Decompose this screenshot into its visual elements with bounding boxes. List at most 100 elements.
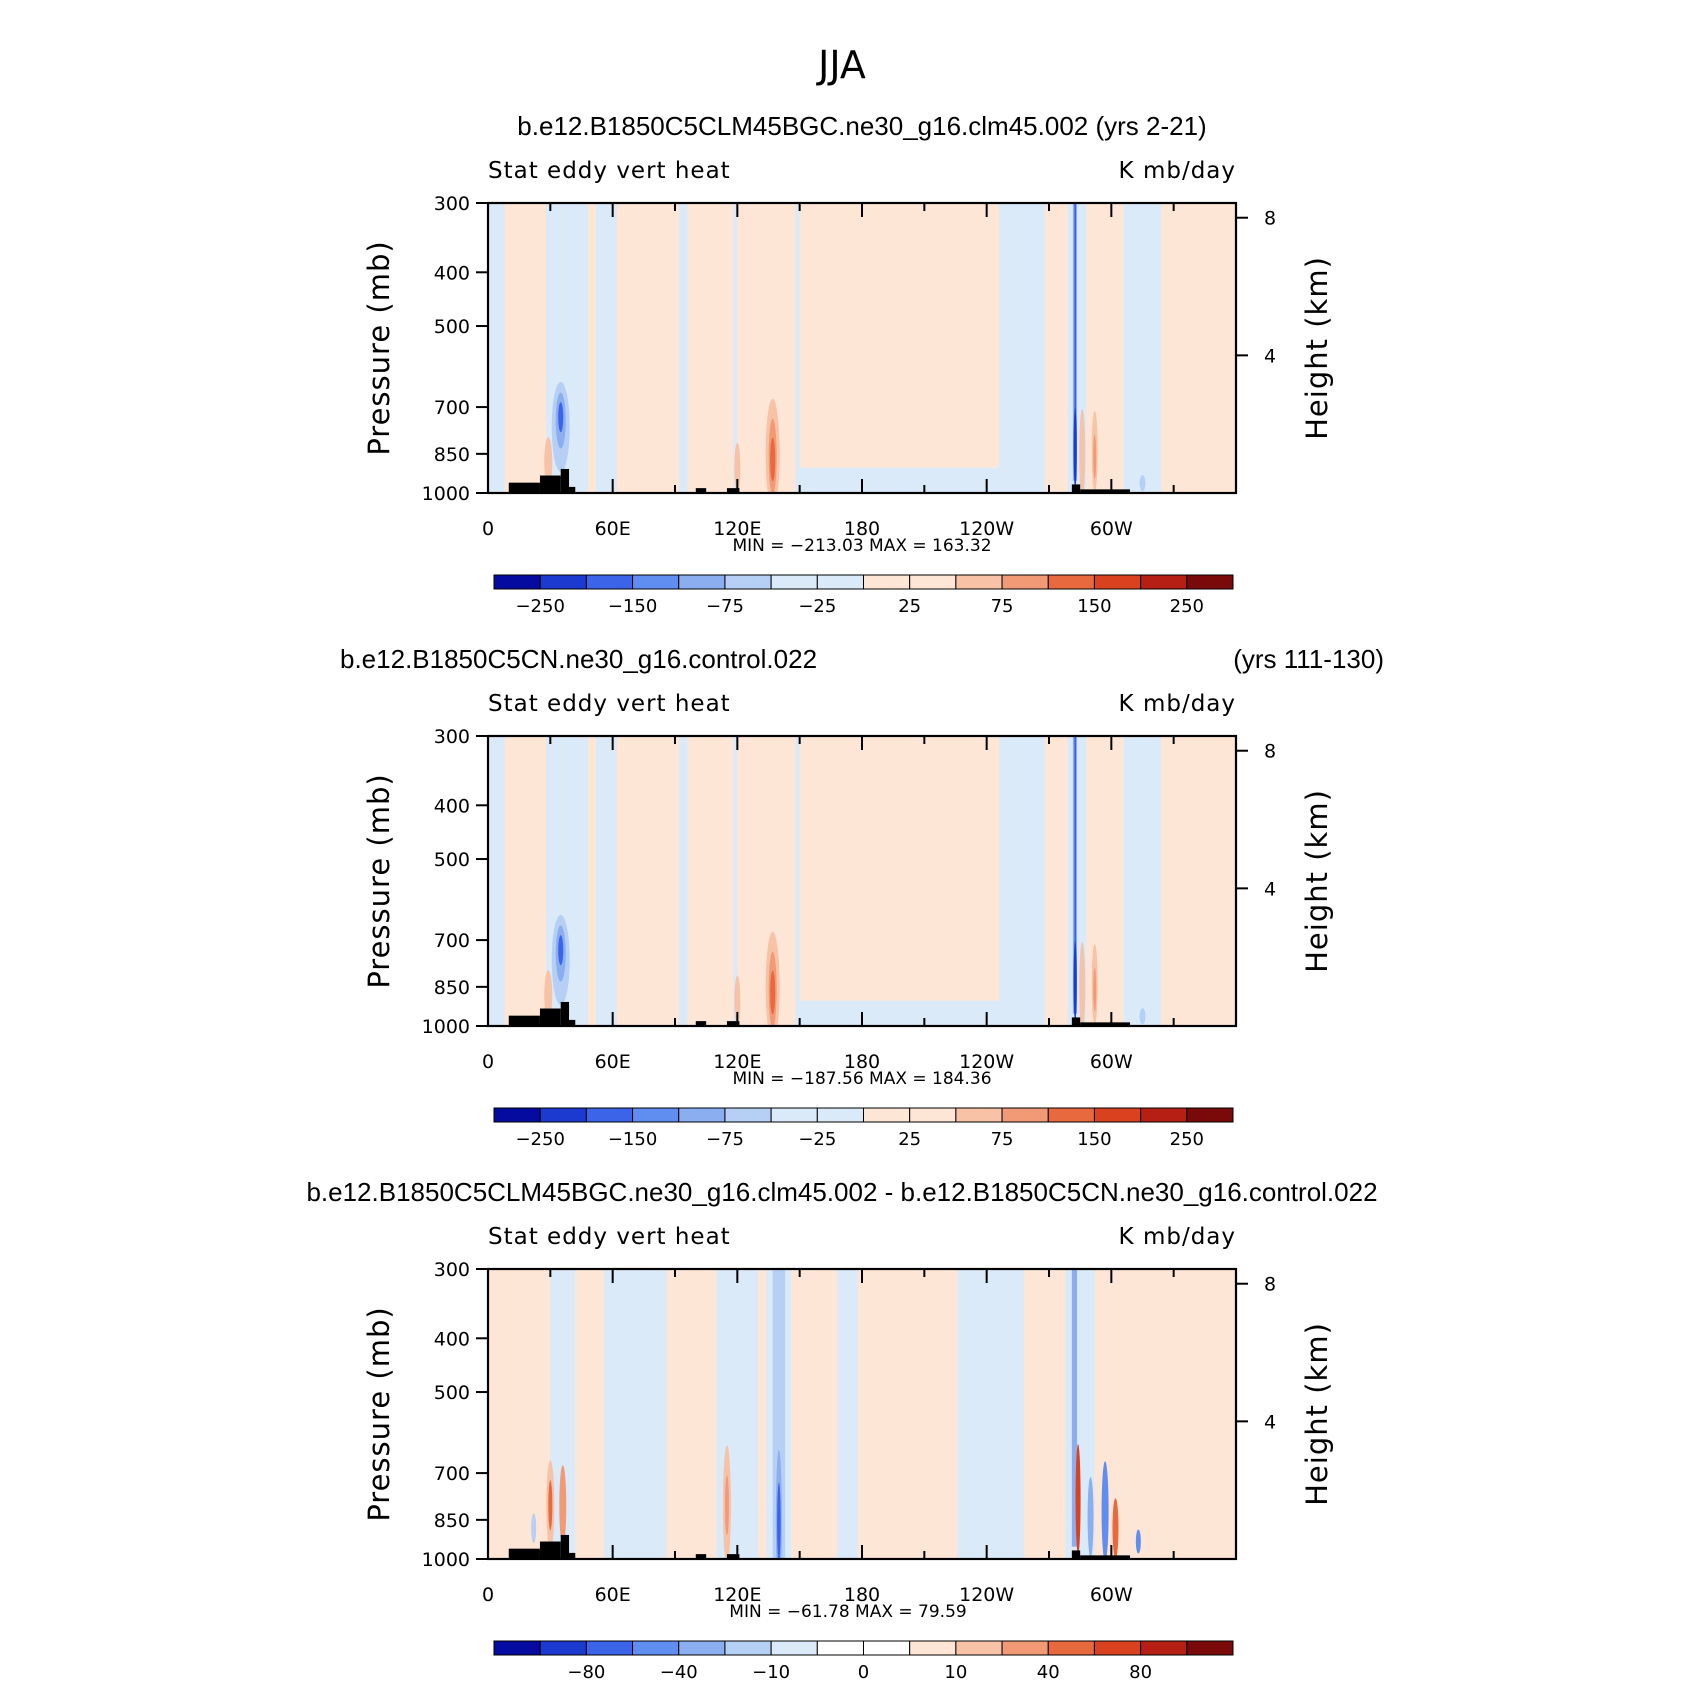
contour-feature: [1087, 1477, 1094, 1558]
colorbar-tick-label: 75: [991, 596, 1014, 617]
contour-band: [795, 203, 800, 493]
height-tick-label: 8: [1264, 1274, 1276, 1296]
topography: [726, 488, 740, 493]
contour-field: [488, 203, 1236, 493]
colorbar-tick-label: −40: [660, 1662, 698, 1683]
colorbar-tick-label: −10: [752, 1662, 790, 1683]
lon-tick-label: 120E: [713, 518, 761, 540]
topography: [508, 1548, 540, 1559]
contour-feature: [772, 1269, 786, 1559]
lon-tick-label: 0: [482, 1584, 494, 1606]
colorbar-cell: [1001, 1640, 1049, 1656]
contour-band: [1123, 736, 1162, 1026]
colorbar-cell: [539, 574, 587, 590]
contour-feature: [1074, 203, 1077, 473]
panel-subtitle-left: Stat eddy vert heat: [488, 1224, 731, 1250]
contour-feature: [1135, 1529, 1141, 1554]
y2-axis-label: Height (km): [1300, 256, 1334, 440]
lon-tick-label: 180: [844, 518, 880, 540]
colorbar-cell: [724, 1640, 772, 1656]
colorbar-cell: [1093, 1107, 1142, 1123]
colorbar-tick-label: 75: [991, 1129, 1014, 1150]
contour-band: [1044, 203, 1068, 493]
pressure-tick-label: 850: [434, 1510, 470, 1532]
panel-header-years: (yrs 111-130): [1233, 644, 1384, 674]
colorbar-cell: [1093, 1640, 1142, 1656]
colorbar-cell: [493, 574, 541, 590]
contour-band: [733, 736, 738, 1026]
contour-band: [488, 453, 505, 493]
topography: [569, 486, 576, 493]
colorbar-tick-label: 80: [1129, 1662, 1152, 1683]
contour-band: [504, 203, 547, 493]
contour-feature: [1073, 941, 1077, 1022]
lon-tick-label: 180: [844, 1584, 880, 1606]
pressure-tick-label: 400: [434, 1328, 470, 1350]
contour-feature: [1093, 967, 1097, 1012]
colorbar-cell: [863, 1107, 911, 1123]
pressure-tick-label: 300: [434, 193, 470, 215]
pressure-tick-label: 1000: [422, 483, 470, 505]
height-tick-label: 4: [1264, 1411, 1276, 1433]
topography: [695, 1554, 707, 1559]
pressure-tick-label: 850: [434, 977, 470, 999]
panel-header: b.e12.B1850C5CLM45BGC.ne30_g16.clm45.002…: [517, 111, 1206, 141]
contour-band: [1161, 203, 1236, 493]
lon-tick-label: 60W: [1090, 1051, 1133, 1073]
colorbar-cell: [955, 1640, 1003, 1656]
colorbar-cell: [1001, 1107, 1049, 1123]
contour-band: [666, 1269, 717, 1559]
colorbar-tick-label: −25: [798, 1129, 836, 1150]
colorbar-tick-label: −250: [515, 596, 564, 617]
colorbar-tick-label: 150: [1077, 1129, 1111, 1150]
contour-band: [999, 203, 1045, 493]
contour-band: [799, 203, 1000, 493]
topography: [560, 468, 570, 493]
figure-title: JJA: [816, 43, 866, 87]
y2-axis-label: Height (km): [1300, 1322, 1334, 1506]
y-axis-label: Pressure (mb): [362, 773, 396, 988]
colorbar-cell: [909, 574, 957, 590]
pressure-tick-label: 700: [434, 930, 470, 952]
panel-p3: b.e12.B1850C5CLM45BGC.ne30_g16.clm45.002…: [306, 1177, 1377, 1683]
pressure-tick-label: 300: [434, 726, 470, 748]
colorbar-cell: [1093, 574, 1142, 590]
colorbar-cell: [1047, 574, 1095, 590]
pressure-tick-label: 500: [434, 316, 470, 338]
topography: [1071, 1017, 1081, 1026]
colorbar-cell: [585, 1640, 634, 1656]
colorbar: −80 −40 −10 0 10 40 80: [493, 1640, 1234, 1683]
contour-feature: [558, 402, 564, 433]
topography: [1071, 484, 1081, 493]
colorbar-tick-label: −150: [608, 1129, 657, 1150]
contour-band: [488, 1269, 551, 1559]
contour-band: [733, 203, 738, 493]
colorbar-cell: [1047, 1107, 1095, 1123]
colorbar-cell: [770, 1107, 818, 1123]
contour-band: [587, 736, 597, 1026]
height-tick-label: 8: [1264, 208, 1276, 230]
colorbar-tick-label: −250: [515, 1129, 564, 1150]
contour-feature: [1079, 941, 1086, 1026]
colorbar-tick-label: 150: [1077, 596, 1111, 617]
contour-feature: [548, 1480, 553, 1531]
lon-tick-label: 60W: [1090, 1584, 1133, 1606]
colorbar-tick-label: −75: [706, 596, 744, 617]
contour-band: [679, 736, 688, 1026]
contour-feature: [1074, 736, 1077, 1006]
pressure-tick-label: 500: [434, 849, 470, 871]
contour-band: [679, 203, 688, 493]
contour-band: [488, 986, 505, 1026]
colorbar-cell: [539, 1640, 587, 1656]
colorbar-tick-label: 40: [1037, 1662, 1060, 1683]
topography: [1080, 1022, 1131, 1026]
colorbar-cell: [724, 574, 772, 590]
contour-feature: [724, 1475, 729, 1536]
contour-band: [1161, 736, 1236, 1026]
min-max-label: MIN = −187.56 MAX = 184.36: [732, 1069, 991, 1089]
contour-feature: [1093, 434, 1097, 479]
panel-p1: b.e12.B1850C5CLM45BGC.ne30_g16.clm45.002…: [362, 111, 1334, 617]
colorbar-cell: [816, 1640, 864, 1656]
contour-band: [575, 1269, 605, 1559]
